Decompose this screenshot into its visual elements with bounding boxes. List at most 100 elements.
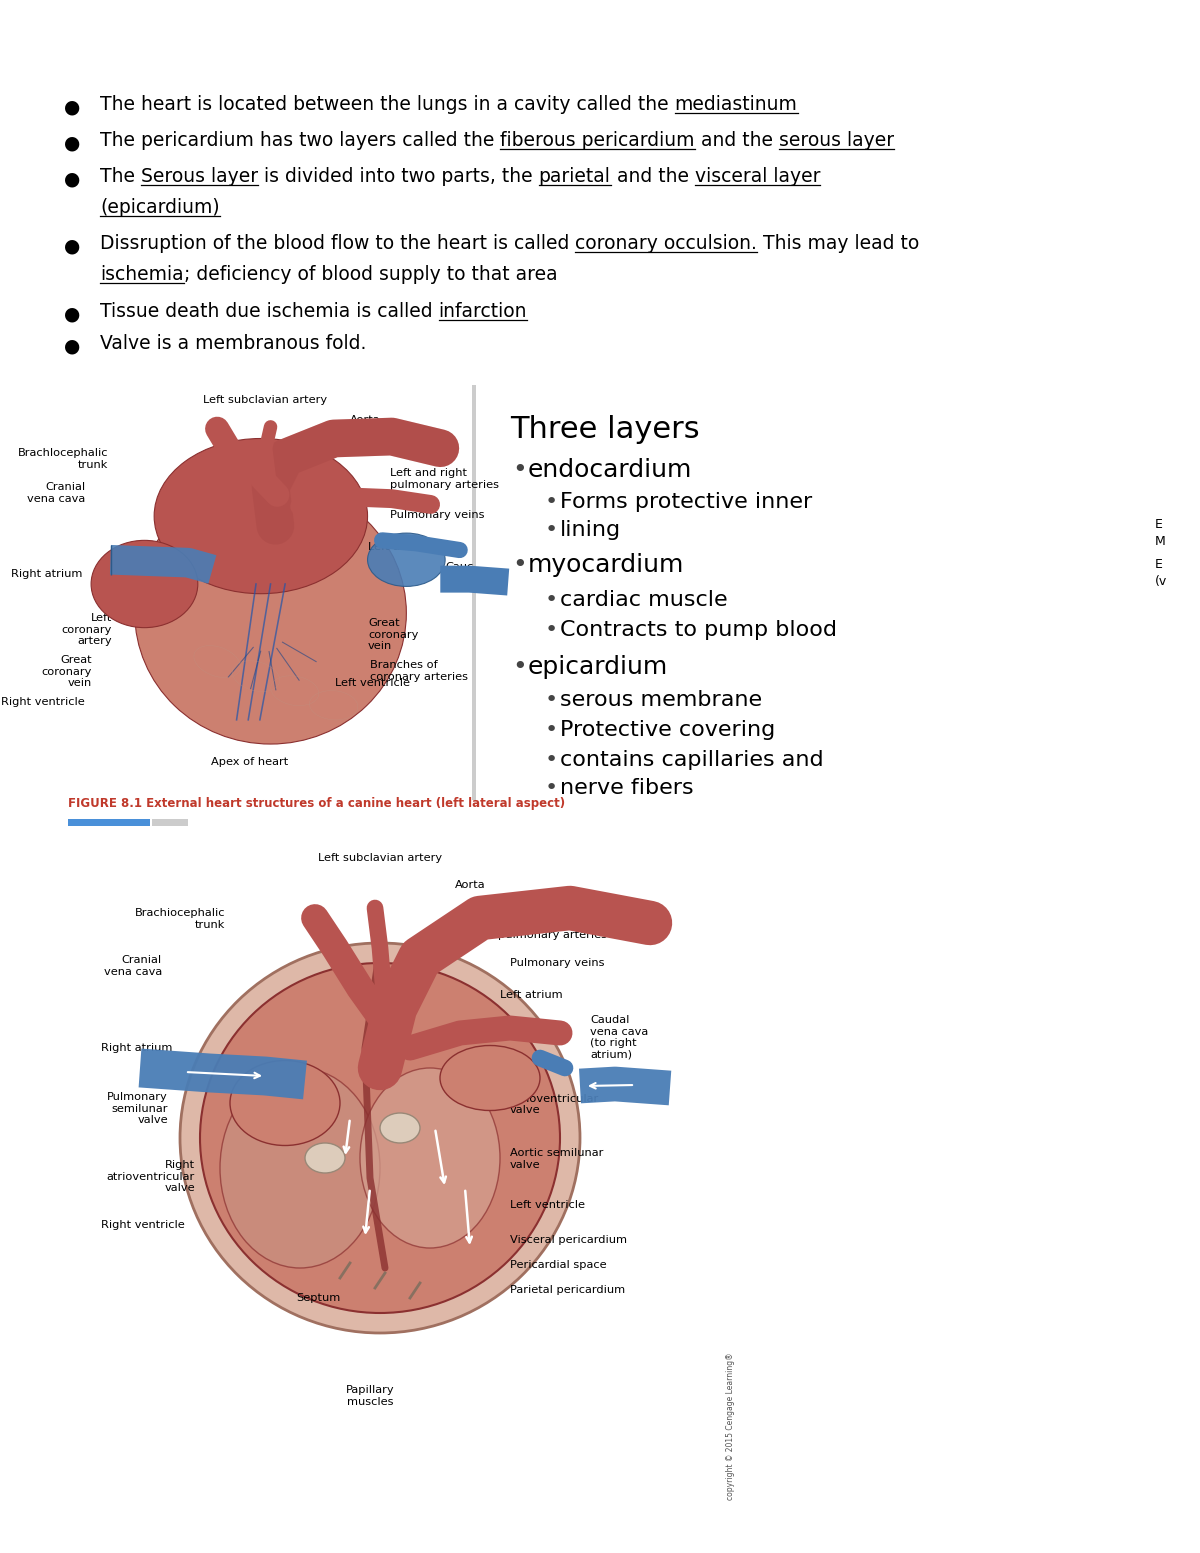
Bar: [472, 385, 476, 800]
Text: Aortic semilunar
valve: Aortic semilunar valve: [510, 1148, 604, 1169]
Text: copyright © 2015 Cengage Learning®: copyright © 2015 Cengage Learning®: [726, 1353, 734, 1500]
Text: ●: ●: [64, 236, 80, 255]
Text: fiberous pericardium: fiberous pericardium: [500, 130, 695, 151]
Text: Right ventricle: Right ventricle: [101, 1221, 185, 1230]
Ellipse shape: [360, 1068, 500, 1249]
Text: Dissruption of the blood flow to the heart is called: Dissruption of the blood flow to the hea…: [100, 235, 575, 253]
Text: FIGURE 8.1 External heart structures of a canine heart (left lateral aspect): FIGURE 8.1 External heart structures of …: [68, 797, 565, 811]
Text: Apex of heart: Apex of heart: [211, 756, 289, 767]
Text: Left subclavian artery: Left subclavian artery: [203, 394, 328, 405]
Text: •: •: [512, 655, 527, 679]
Text: The: The: [100, 168, 142, 186]
Text: Right atrium: Right atrium: [101, 1044, 172, 1053]
Text: epicardium: epicardium: [528, 655, 668, 679]
Text: •: •: [545, 750, 558, 770]
Text: Brachlocephalic
trunk: Brachlocephalic trunk: [18, 447, 108, 469]
Text: Serous layer: Serous layer: [142, 168, 258, 186]
Text: E: E: [1154, 558, 1163, 572]
Text: and the: and the: [695, 130, 779, 151]
Ellipse shape: [440, 1045, 540, 1110]
Ellipse shape: [230, 1061, 340, 1146]
Text: Tissue death due ischemia is called: Tissue death due ischemia is called: [100, 301, 439, 321]
Text: Papillary
muscles: Papillary muscles: [346, 1385, 395, 1407]
Text: Pulmonary veins: Pulmonary veins: [390, 509, 485, 520]
Text: •: •: [512, 553, 527, 578]
Text: Visceral pericardium: Visceral pericardium: [510, 1235, 628, 1246]
Text: •: •: [545, 590, 558, 610]
Text: Pulmonary veins: Pulmonary veins: [510, 958, 605, 968]
Text: •: •: [545, 492, 558, 512]
Text: Right atrium: Right atrium: [11, 568, 82, 579]
Text: myocardium: myocardium: [528, 553, 684, 578]
Text: (epicardium): (epicardium): [100, 197, 220, 217]
Text: Aorta: Aorta: [455, 881, 486, 890]
Text: Three layers: Three layers: [510, 415, 700, 444]
Text: ●: ●: [64, 134, 80, 152]
Text: Cranial
vena cava: Cranial vena cava: [26, 481, 85, 503]
Ellipse shape: [200, 963, 560, 1312]
Text: ●: ●: [64, 169, 80, 188]
Text: mediastinum: mediastinum: [674, 95, 798, 113]
Text: Left atrium: Left atrium: [500, 989, 563, 1000]
Text: cardiac muscle: cardiac muscle: [560, 590, 727, 610]
Ellipse shape: [180, 943, 580, 1332]
Text: Pulmonary
semilunar
valve: Pulmonary semilunar valve: [107, 1092, 168, 1126]
Text: coronary occulsion.: coronary occulsion.: [575, 235, 757, 253]
Text: The heart is located between the lungs in a cavity called the: The heart is located between the lungs i…: [100, 95, 674, 113]
Text: ; deficiency of blood supply to that area: ; deficiency of blood supply to that are…: [184, 266, 557, 284]
Text: Great
coronary
vein: Great coronary vein: [368, 618, 419, 651]
Text: endocardium: endocardium: [528, 458, 692, 481]
Text: •: •: [512, 458, 527, 481]
Text: lining: lining: [560, 520, 622, 540]
Ellipse shape: [380, 1114, 420, 1143]
Text: This may lead to: This may lead to: [757, 235, 919, 253]
Text: Left ventricle: Left ventricle: [335, 679, 410, 688]
Text: E: E: [1154, 519, 1163, 531]
Text: M: M: [1154, 534, 1165, 548]
Text: and the: and the: [611, 168, 695, 186]
Text: is divided into two parts, the: is divided into two parts, the: [258, 168, 539, 186]
Text: ●: ●: [64, 304, 80, 323]
Text: nerve fibers: nerve fibers: [560, 778, 694, 798]
Text: serous layer: serous layer: [779, 130, 894, 151]
Text: parietal: parietal: [539, 168, 611, 186]
Text: ●: ●: [64, 335, 80, 356]
Text: Cranial
vena cava: Cranial vena cava: [103, 955, 162, 977]
Text: •: •: [545, 690, 558, 710]
Ellipse shape: [91, 540, 198, 627]
Text: Left atrium: Left atrium: [368, 542, 431, 551]
Ellipse shape: [305, 1143, 346, 1173]
Text: Aorta: Aorta: [350, 415, 380, 426]
Text: Left and right
pulmonary arteries: Left and right pulmonary arteries: [390, 467, 499, 489]
Bar: [152, 818, 188, 826]
Text: Cauc
vena: Cauc vena: [445, 562, 473, 584]
Bar: [68, 818, 150, 826]
Text: Caudal
vena cava
(to right
atrium): Caudal vena cava (to right atrium): [590, 1016, 648, 1059]
Text: infarction: infarction: [439, 301, 527, 321]
Text: Left
coronary
artery: Left coronary artery: [61, 613, 112, 646]
Text: Pericardial space: Pericardial space: [510, 1259, 607, 1270]
Text: Parietal pericardium: Parietal pericardium: [510, 1284, 625, 1295]
Text: visceral layer: visceral layer: [695, 168, 820, 186]
Text: serous membrane: serous membrane: [560, 690, 762, 710]
Text: contains capillaries and: contains capillaries and: [560, 750, 823, 770]
Text: Contracts to pump blood: Contracts to pump blood: [560, 620, 838, 640]
Text: Valve is a membranous fold.: Valve is a membranous fold.: [100, 334, 366, 353]
Text: Right
atrioventricular
valve: Right atrioventricular valve: [107, 1160, 194, 1193]
Text: Great
coronary
vein: Great coronary vein: [42, 655, 92, 688]
Text: •: •: [545, 520, 558, 540]
Text: Brachiocephalic
trunk: Brachiocephalic trunk: [134, 909, 226, 930]
Text: •: •: [545, 778, 558, 798]
Text: Septum: Septum: [296, 1294, 340, 1303]
Text: Left ventricle: Left ventricle: [510, 1200, 586, 1210]
Ellipse shape: [134, 481, 407, 744]
Text: •: •: [545, 620, 558, 640]
Text: (v: (v: [1154, 575, 1168, 589]
Text: Forms protective inner: Forms protective inner: [560, 492, 812, 512]
Text: ●: ●: [64, 96, 80, 116]
Text: •: •: [545, 721, 558, 739]
Ellipse shape: [220, 1068, 380, 1267]
Text: Branches of
coronary arteries: Branches of coronary arteries: [370, 660, 468, 682]
Text: Protective covering: Protective covering: [560, 721, 775, 739]
Text: ischemia: ischemia: [100, 266, 184, 284]
